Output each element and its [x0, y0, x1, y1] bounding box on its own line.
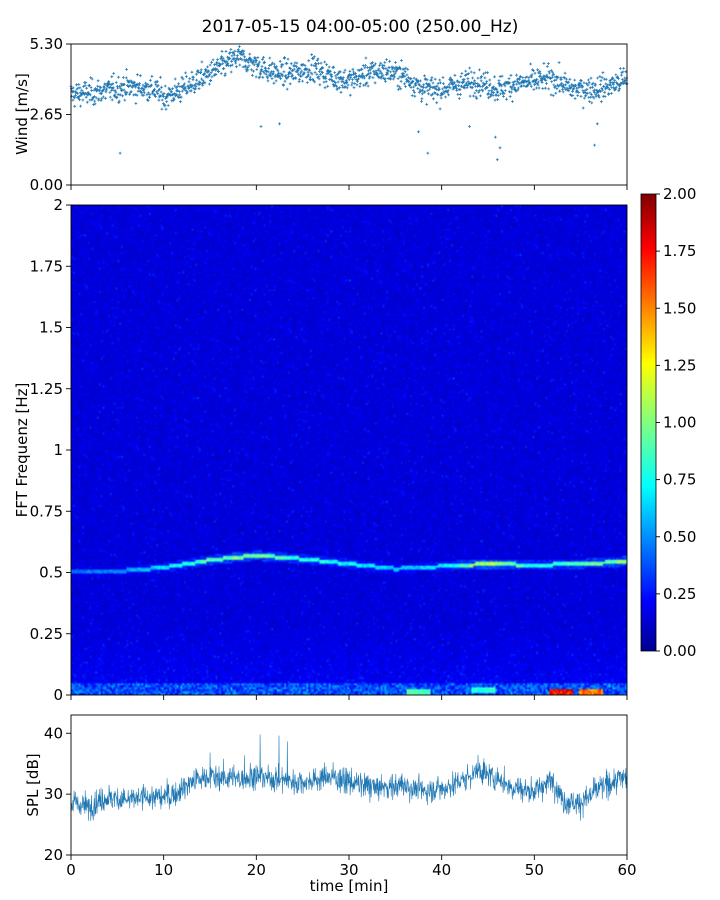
x-axis-label: time [min]: [310, 877, 389, 895]
y-tick-label: 30: [44, 785, 63, 803]
spl-panel: 20 30 40 0 10 20 30 40 50 60 SPL [dB] time [min]: [24, 714, 637, 895]
x-tick-label: 40: [432, 861, 451, 879]
x-tick-label: 10: [154, 861, 173, 879]
spl-y-axis-label: SPL [dB]: [24, 753, 42, 816]
colorbar-tick-label: 1.75: [663, 242, 696, 260]
y-tick-label: 1.25: [30, 380, 63, 398]
figure-title: 2017-05-15 04:00-05:00 (250.00_Hz): [202, 17, 519, 37]
colorbar-gradient: [640, 193, 657, 652]
colorbar: 0.00 0.25 0.50 0.75 1.00 1.25 1.50 1.75 2.00: [640, 185, 696, 660]
y-tick-label: 0.75: [30, 502, 63, 520]
y-tick-label: 0: [53, 686, 63, 704]
wind-plot-frame: [70, 43, 628, 186]
spl-y-ticks: 20 30 40: [44, 724, 71, 864]
y-tick-label: 0.25: [30, 625, 63, 643]
spl-line: [70, 734, 628, 822]
colorbar-tick-label: 0.00: [663, 642, 696, 660]
spl-series: [70, 734, 628, 822]
wind-points: [69, 45, 629, 162]
spectrogram-y-ticks: 0 0.25 0.5 0.75 1 1.25 1.5 1.75 2: [30, 196, 71, 704]
colorbar-tick-label: 0.25: [663, 585, 696, 603]
colorbar-tick-label: 0.50: [663, 528, 696, 546]
x-tick-label: 30: [339, 861, 358, 879]
y-tick-label: 1: [53, 441, 63, 459]
colorbar-tick-label: 1.50: [663, 299, 696, 317]
colorbar-tick-label: 1.25: [663, 356, 696, 374]
x-tick-label: 50: [525, 861, 544, 879]
spl-x-ticks: 0 10 20 30 40 50 60: [66, 855, 637, 879]
y-tick-label: 5.30: [30, 35, 63, 53]
wind-y-axis-label: Wind [m/s]: [13, 73, 31, 155]
y-tick-label: 0.5: [39, 564, 63, 582]
spectrogram-y-axis-label: FFT Frequenz [Hz]: [13, 383, 31, 518]
spectrogram-panel: 0 0.25 0.5 0.75 1 1.25 1.5 1.75 2 FFT Frequenz […: [13, 196, 628, 704]
x-tick-label: 20: [247, 861, 266, 879]
wind-scatter-markers: [69, 45, 629, 162]
spectrogram-image: [71, 205, 627, 695]
y-tick-label: 20: [44, 846, 63, 864]
y-tick-label: 0.00: [30, 176, 63, 194]
wind-x-ticks: [70, 185, 628, 190]
colorbar-tick-label: 1.00: [663, 414, 696, 432]
y-tick-label: 1.75: [30, 257, 63, 275]
y-tick-label: 2: [53, 196, 63, 214]
x-tick-label: 0: [66, 861, 76, 879]
spectrogram-x-ticks: [70, 695, 628, 700]
colorbar-ticks: 0.00 0.25 0.50 0.75 1.00 1.25 1.50 1.75 2.00: [656, 185, 696, 660]
wind-y-ticks: 0.00 2.65 5.30: [30, 35, 71, 194]
y-tick-label: 1.5: [39, 319, 63, 337]
y-tick-label: 40: [44, 724, 63, 742]
colorbar-tick-label: 2.00: [663, 185, 696, 203]
y-tick-label: 2.65: [30, 106, 63, 124]
x-tick-label: 60: [617, 861, 636, 879]
colorbar-tick-label: 0.75: [663, 471, 696, 489]
wind-panel: 0.00 2.65 5.30 Wind [m/s]: [13, 35, 629, 194]
